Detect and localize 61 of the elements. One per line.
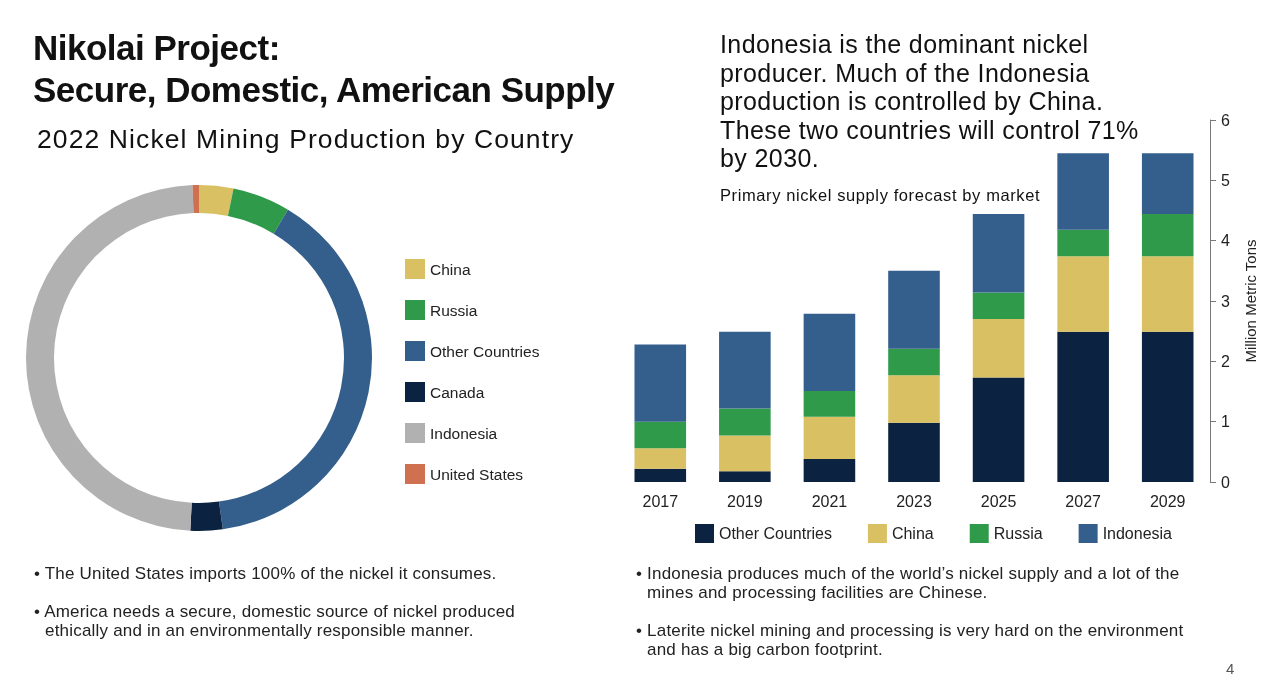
bar — [1057, 229, 1109, 257]
legend-label: Other Countries — [718, 525, 832, 542]
legend-label: Indonesia — [430, 424, 498, 442]
y-axis-title: Million Metric Tons — [1242, 239, 1259, 363]
x-tick-label: 2019 — [727, 492, 763, 510]
x-tick-label: 2027 — [1065, 492, 1102, 510]
bar — [1141, 214, 1194, 257]
bar — [634, 421, 687, 449]
x-tick-label: 2025 — [980, 492, 1017, 510]
bar — [719, 408, 771, 436]
y-tick-label: 2 — [1221, 352, 1230, 370]
bar — [888, 422, 940, 482]
legend-label: Canada — [430, 383, 485, 401]
bar — [719, 471, 771, 482]
y-tick-label: 1 — [1221, 413, 1230, 431]
bar — [1057, 153, 1109, 230]
bar — [803, 416, 856, 460]
legend-label: Indonesia — [1102, 525, 1173, 542]
text: • Indonesia produces much of the world’s nickel supply and a lot of the mines and processing facilities are Chinese. — [636, 564, 1181, 602]
chart-title: Nikolai Project: Secure, Domestic, American Supply — [33, 27, 615, 111]
bar — [972, 319, 1025, 378]
legend-label: Other Countries — [430, 342, 540, 360]
y-tick-label: 6 — [1221, 111, 1230, 129]
y-tick-label: 3 — [1221, 292, 1230, 310]
chart-subtitle: 2022 Nickel Mining Production by Country — [37, 124, 575, 155]
bar — [1057, 256, 1109, 332]
legend-label: Russia — [430, 301, 478, 319]
legend-label: Russia — [993, 525, 1043, 542]
x-tick-label: 2029 — [1149, 492, 1186, 510]
bar — [634, 448, 687, 469]
bar — [888, 348, 940, 376]
bar — [1141, 153, 1194, 215]
bar — [972, 377, 1025, 482]
bar — [803, 459, 856, 482]
bar — [634, 344, 687, 422]
legend-label: United States — [430, 465, 524, 483]
text: • The United States imports 100% of the nickel it consumes. — [34, 564, 498, 583]
bar — [803, 390, 856, 417]
chart-title: Indonesia is the dominant nickel producer. Much of the Indonesia production is controlled by China. These two countries will control 71% by 2030. — [720, 30, 1139, 173]
bar — [888, 270, 940, 349]
bar — [719, 435, 771, 472]
bar — [719, 331, 771, 409]
legend-label: China — [891, 525, 934, 542]
bar — [803, 313, 856, 391]
bar — [1141, 331, 1194, 482]
bar — [634, 468, 687, 482]
text: • America needs a secure, domestic source of nickel produced ethically and in an environmentally responsible manner. — [34, 602, 516, 640]
bar — [1057, 331, 1109, 482]
text: • Laterite nickel mining and processing is very hard on the environment and has a big carbon footprint. — [636, 621, 1185, 659]
y-tick-label: 0 — [1221, 473, 1230, 491]
bar — [972, 292, 1025, 320]
bar — [888, 375, 940, 423]
x-tick-label: 2017 — [642, 492, 679, 510]
y-tick-label: 4 — [1221, 232, 1230, 250]
y-tick-label: 5 — [1221, 171, 1230, 189]
bar — [972, 214, 1025, 293]
legend-label: China — [430, 260, 471, 278]
text: Primary nickel supply forecast by market — [720, 186, 1041, 205]
x-tick-label: 2023 — [896, 492, 932, 510]
x-tick-label: 2021 — [811, 492, 848, 510]
bar — [1141, 256, 1194, 332]
